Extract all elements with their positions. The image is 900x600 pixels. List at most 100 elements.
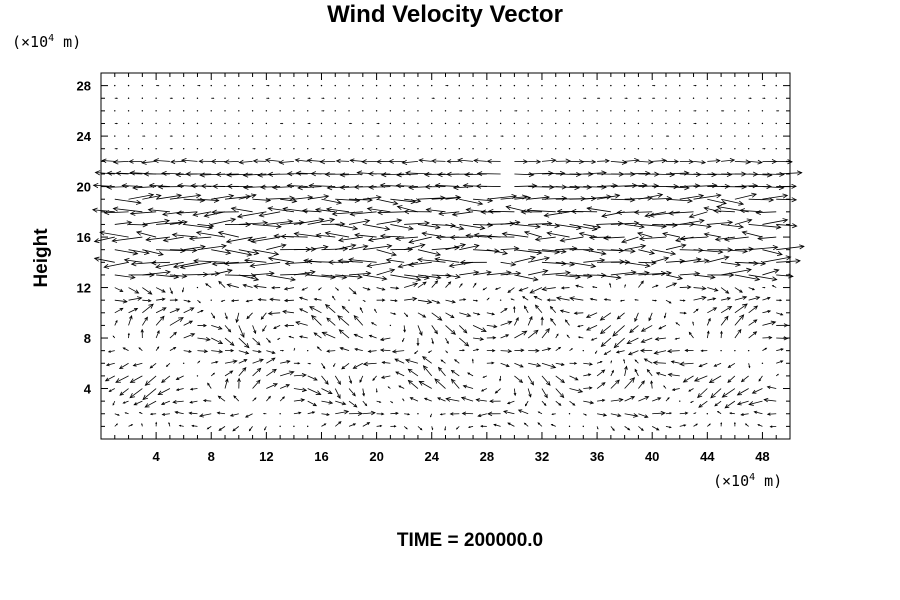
vector-head [613, 342, 620, 349]
vector-shaft [748, 305, 758, 314]
wind-vector [169, 193, 202, 200]
vector-head [130, 261, 137, 267]
vector-head [309, 97, 311, 99]
vector-head [585, 413, 588, 416]
vector-head [524, 403, 528, 407]
vector-head [322, 366, 326, 370]
vector-dot [141, 84, 144, 87]
wind-vector [609, 282, 612, 288]
vector-dot [761, 362, 764, 364]
wind-vector [597, 259, 626, 265]
vector-shaft [652, 397, 661, 402]
wind-vector [706, 330, 710, 339]
wind-vector [624, 284, 626, 288]
vector-head [621, 159, 628, 165]
wind-vector [211, 209, 239, 215]
vector-head [309, 362, 312, 365]
wind-vector [559, 236, 584, 243]
vector-head [543, 403, 547, 406]
wind-vector [218, 426, 226, 431]
vector-head [354, 347, 358, 351]
vector-shaft [142, 220, 170, 225]
wind-vector [668, 210, 694, 216]
vector-head [566, 334, 569, 337]
wind-vector [541, 170, 566, 176]
vector-shaft [337, 315, 350, 326]
wind-vector [514, 375, 524, 384]
vector-head [558, 403, 562, 406]
vector-shaft [422, 356, 432, 364]
vector-head [521, 330, 528, 336]
vector-head [199, 172, 205, 178]
wind-vector [395, 183, 418, 189]
vector-dot [623, 148, 626, 150]
vector-head [372, 378, 375, 382]
vector-dot [431, 122, 433, 125]
wind-vector [623, 358, 626, 364]
vector-dot [251, 122, 254, 125]
vector-shaft [320, 160, 336, 163]
wind-vector [376, 249, 397, 257]
vector-head [648, 212, 655, 218]
vector-shaft [762, 269, 779, 276]
wind-vector [748, 97, 752, 99]
vector-head [502, 135, 504, 137]
wind-vector [321, 388, 333, 395]
vector-shaft [311, 315, 322, 326]
wind-vector [264, 157, 281, 163]
wind-vector [551, 413, 556, 416]
vector-head [717, 249, 724, 255]
vector-head [252, 158, 258, 164]
wind-vector [520, 209, 542, 215]
vector-dot [348, 84, 350, 87]
vector-dot [196, 110, 199, 112]
vector-shaft [224, 249, 252, 256]
wind-vector [459, 337, 470, 347]
wind-vector [748, 331, 758, 339]
wind-vector [114, 287, 124, 292]
wind-vector [467, 425, 474, 429]
wind-vector [188, 235, 212, 241]
wind-vector [169, 298, 179, 302]
vector-shaft [177, 184, 198, 187]
vector-head [148, 183, 155, 189]
wind-vector [776, 170, 803, 176]
vector-shaft [397, 206, 419, 213]
vector-shaft [183, 333, 195, 339]
vector-shaft [652, 160, 667, 162]
vector-head [645, 170, 651, 176]
vector-shaft [279, 160, 294, 164]
vector-shaft [408, 368, 419, 377]
vector-dot [637, 122, 640, 125]
vector-dot [155, 97, 157, 99]
vector-shaft [459, 337, 469, 347]
vector-shaft [693, 296, 706, 301]
wind-vector [142, 269, 171, 276]
wind-vector [266, 368, 277, 377]
wind-vector [321, 97, 325, 99]
vector-head [434, 378, 440, 384]
vector-shaft [560, 236, 584, 242]
vector-head [673, 184, 680, 190]
vector-shaft [114, 299, 128, 303]
vector-head [332, 295, 335, 299]
vector-shaft [541, 388, 548, 398]
vector-shaft [445, 281, 451, 288]
wind-vector [385, 257, 405, 263]
wind-vector [748, 274, 778, 282]
vector-shaft [266, 357, 276, 364]
vector-head [259, 184, 266, 190]
vector-dot [747, 349, 750, 352]
vector-dot [596, 110, 598, 112]
wind-vector [540, 316, 544, 326]
wind-vector [458, 325, 468, 334]
vector-shaft [266, 244, 286, 251]
wind-vector [688, 331, 694, 339]
vector-shaft [748, 261, 766, 265]
wind-vector [324, 304, 336, 314]
vector-shaft [679, 195, 704, 200]
wind-vector [122, 347, 129, 352]
wind-vector [599, 325, 612, 335]
vector-head [710, 393, 716, 399]
vector-shaft [108, 350, 115, 353]
